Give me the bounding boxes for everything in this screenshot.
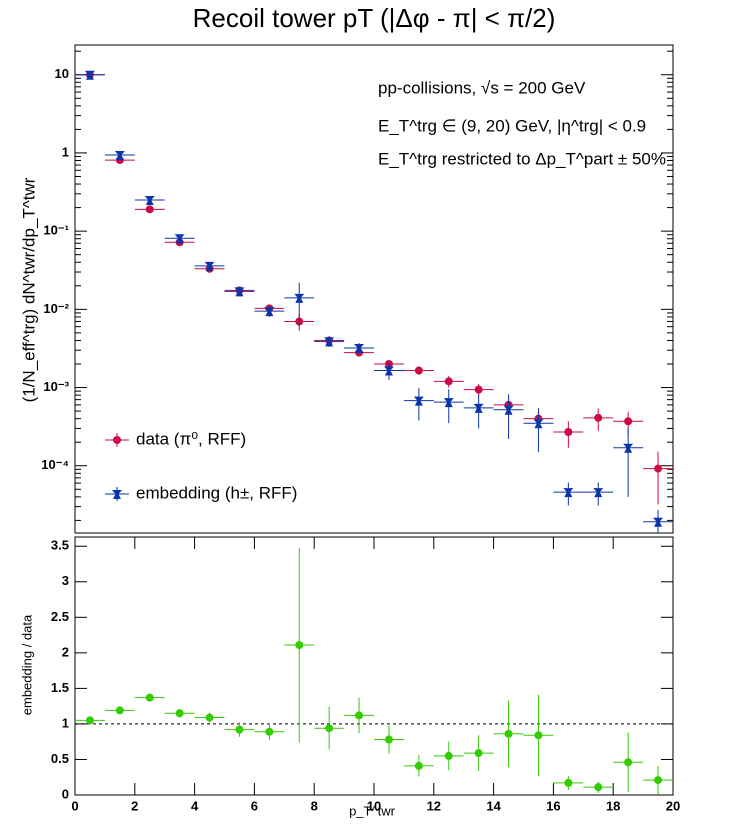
marker bbox=[235, 725, 244, 734]
y-tick-label: 1 bbox=[62, 144, 69, 159]
y-tick-label: 2.5 bbox=[51, 609, 69, 624]
marker bbox=[533, 419, 544, 429]
marker bbox=[444, 751, 453, 760]
marker bbox=[594, 413, 603, 422]
marker bbox=[115, 706, 124, 715]
marker bbox=[294, 293, 305, 303]
marker bbox=[384, 735, 393, 744]
x-tick-label: 14 bbox=[486, 798, 501, 813]
marker bbox=[114, 151, 125, 161]
y-tick-label: 10⁻² bbox=[43, 301, 69, 316]
marker bbox=[144, 196, 155, 206]
x-tick-label: 4 bbox=[191, 798, 199, 813]
marker bbox=[624, 758, 633, 767]
marker bbox=[534, 731, 543, 740]
y-tick-label: 0 bbox=[62, 786, 69, 801]
marker bbox=[654, 464, 663, 473]
annotation: pp-collisions, √s = 200 GeV bbox=[378, 78, 586, 97]
y-tick-label: 10⁻¹ bbox=[43, 223, 69, 238]
marker bbox=[413, 396, 424, 406]
marker bbox=[145, 205, 154, 214]
marker bbox=[503, 405, 514, 415]
marker bbox=[504, 729, 513, 738]
y-tick-label: 10 bbox=[55, 66, 69, 81]
marker bbox=[443, 398, 454, 408]
y-tick-label: 3.5 bbox=[51, 538, 69, 553]
chart-title: Recoil tower pT (|Δφ - π| < π/2) bbox=[193, 3, 556, 33]
y-tick-label: 10⁻⁴ bbox=[41, 457, 69, 472]
y-tick-label: 3 bbox=[62, 573, 69, 588]
x-axis-label: p_T^twr bbox=[349, 803, 396, 818]
marker bbox=[84, 70, 95, 80]
x-tick-label: 6 bbox=[251, 798, 258, 813]
x-tick-label: 2 bbox=[131, 798, 138, 813]
marker bbox=[324, 337, 335, 347]
marker bbox=[623, 443, 634, 453]
marker bbox=[264, 307, 275, 317]
marker bbox=[354, 344, 365, 354]
marker bbox=[355, 711, 364, 720]
legend-label: embedding (h±, RFF) bbox=[136, 483, 297, 502]
x-tick-label: 18 bbox=[606, 798, 620, 813]
y-tick-label: 2 bbox=[62, 644, 69, 659]
marker bbox=[474, 385, 483, 394]
annotation: E_T^trg restricted to Δp_T^part ± 50% bbox=[378, 149, 666, 168]
marker bbox=[295, 641, 304, 650]
marker bbox=[474, 749, 483, 758]
y-axis-label: (1/N_eff^trg) dN^twr/dp_T^twr bbox=[19, 177, 38, 402]
marker bbox=[204, 261, 215, 271]
x-tick-label: 8 bbox=[311, 798, 318, 813]
marker bbox=[654, 776, 663, 785]
annotation: E_T^trg ∈ (9, 20) GeV, |η^trg| < 0.9 bbox=[378, 116, 646, 135]
marker bbox=[593, 488, 604, 498]
marker bbox=[444, 377, 453, 386]
marker bbox=[174, 234, 185, 244]
marker bbox=[414, 366, 423, 375]
marker bbox=[145, 693, 154, 702]
x-tick-label: 20 bbox=[666, 798, 680, 813]
x-tick-label: 10 bbox=[367, 798, 381, 813]
legend-marker bbox=[112, 490, 122, 499]
y-tick-label: 0.5 bbox=[51, 751, 69, 766]
legend-label: data (π⁰, RFF) bbox=[136, 429, 246, 448]
x-tick-label: 16 bbox=[546, 798, 560, 813]
marker bbox=[85, 716, 94, 725]
marker bbox=[265, 727, 274, 736]
marker bbox=[473, 403, 484, 413]
y-tick-label: 1 bbox=[62, 715, 69, 730]
x-tick-label: 12 bbox=[427, 798, 441, 813]
marker bbox=[175, 709, 184, 718]
marker bbox=[205, 713, 214, 722]
plot-frame bbox=[74, 44, 674, 534]
y-axis-label: embedding / data bbox=[19, 614, 34, 715]
marker bbox=[564, 428, 573, 437]
marker bbox=[383, 366, 394, 376]
marker bbox=[653, 517, 664, 527]
marker bbox=[563, 488, 574, 498]
marker bbox=[234, 287, 245, 297]
marker bbox=[564, 778, 573, 787]
y-tick-label: 10⁻³ bbox=[43, 379, 69, 394]
x-tick-label: 0 bbox=[71, 798, 78, 813]
marker bbox=[414, 761, 423, 770]
marker bbox=[624, 417, 633, 426]
marker bbox=[594, 783, 603, 792]
marker bbox=[325, 724, 334, 733]
y-tick-label: 1.5 bbox=[51, 680, 69, 695]
legend-marker bbox=[113, 436, 121, 444]
